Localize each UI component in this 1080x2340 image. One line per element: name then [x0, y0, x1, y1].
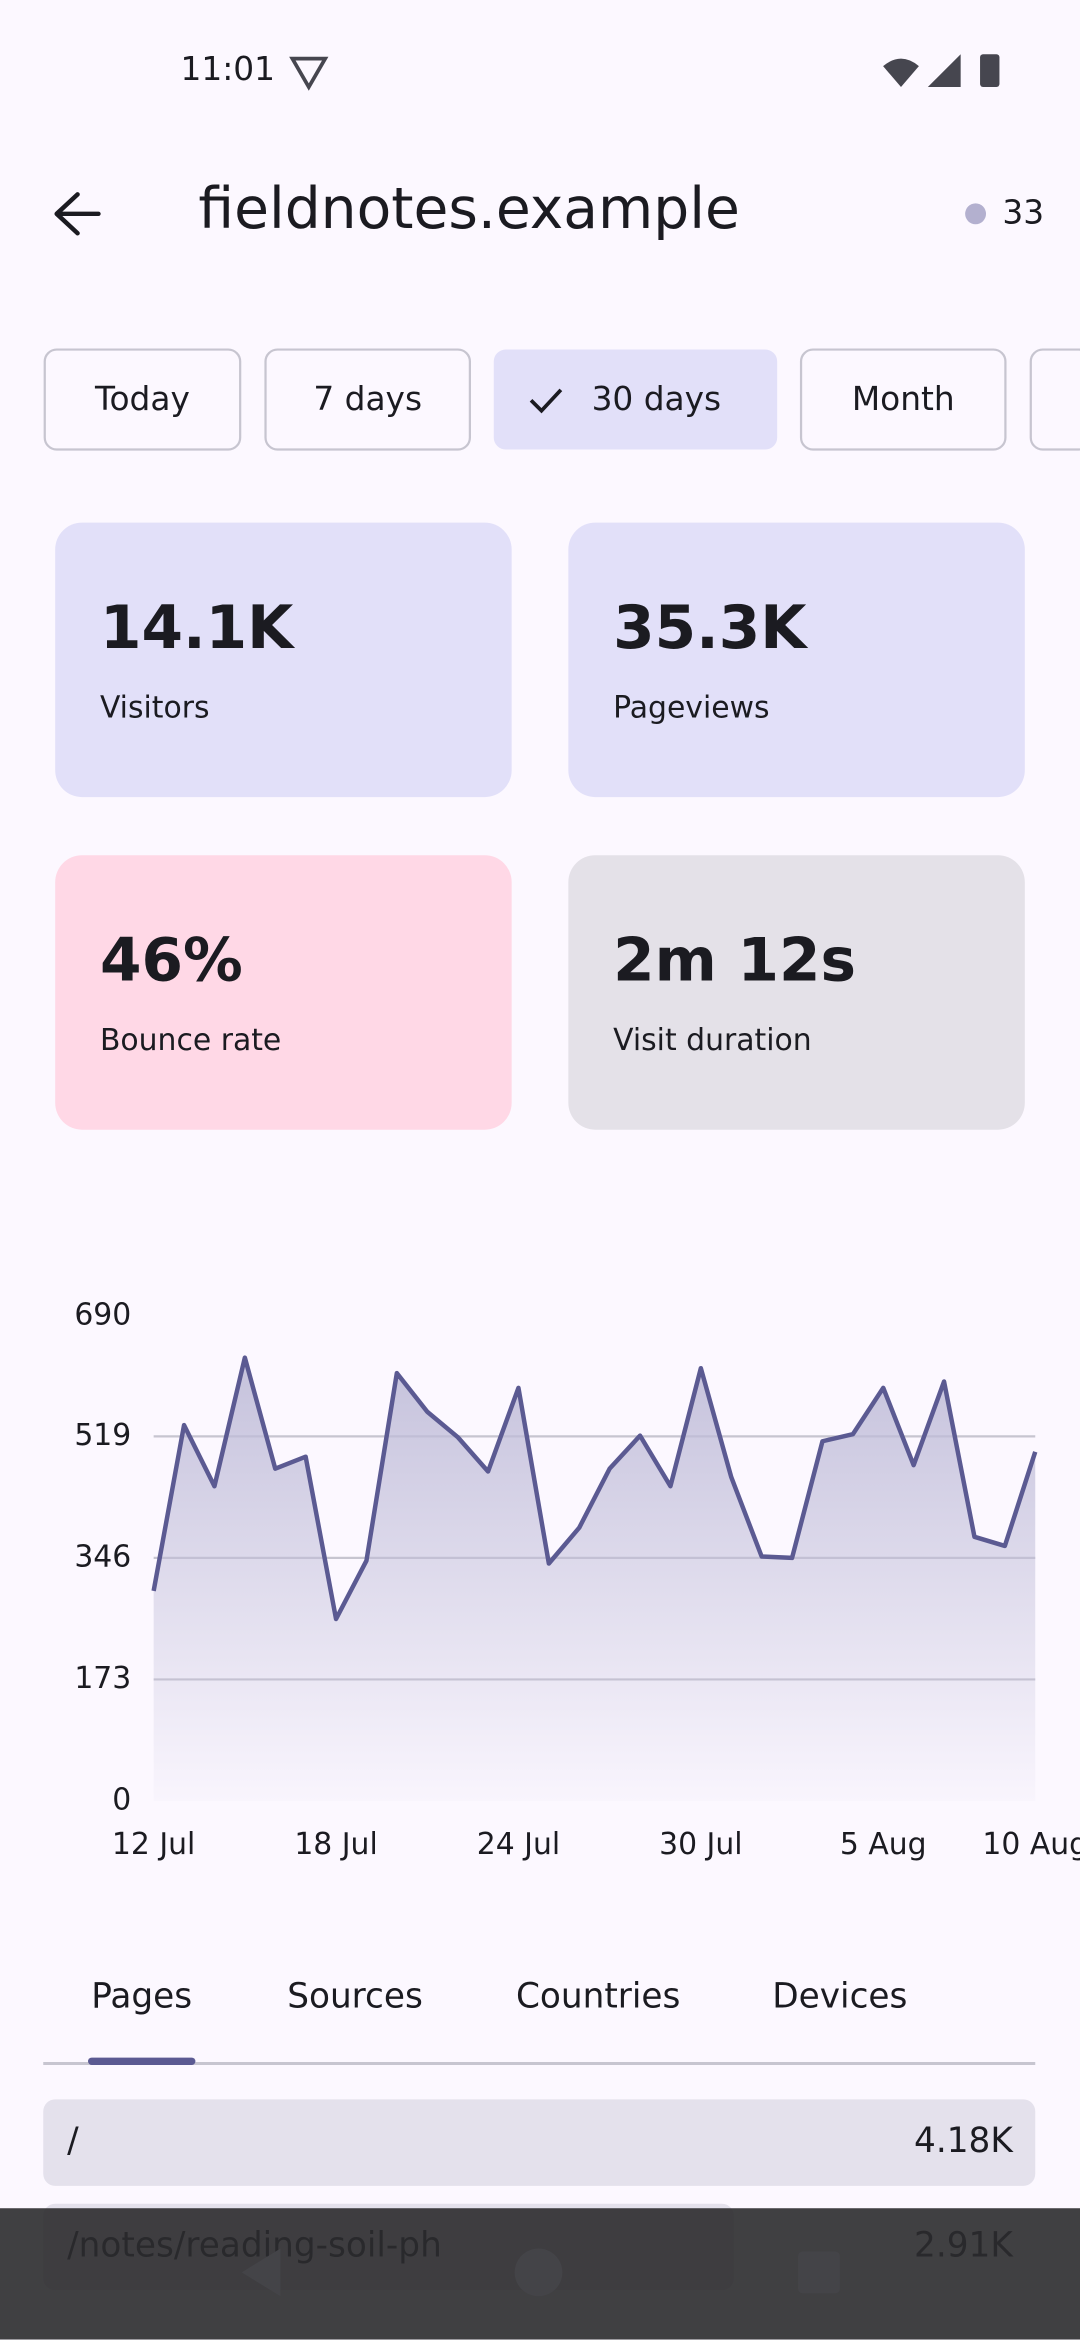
tab[interactable]: Pages	[91, 1976, 192, 2016]
tab-indicator	[88, 2057, 196, 2066]
x-tick-label: 5 Aug	[840, 1827, 927, 1862]
x-tick-label: 12 Jul	[112, 1827, 195, 1862]
filter-label: 7 days	[313, 380, 422, 418]
filter-chip[interactable]	[264, 348, 472, 451]
vpn-icon	[289, 56, 329, 91]
back-button[interactable]	[54, 192, 101, 236]
stat-value: 14.1K	[100, 594, 296, 663]
row-bar	[43, 2099, 1036, 2186]
nav-back[interactable]	[241, 2248, 281, 2297]
stat-label: Bounce rate	[100, 1023, 281, 1058]
stat-value: 35.3K	[613, 594, 809, 663]
check-icon	[529, 388, 563, 414]
stat-label: Visit duration	[613, 1023, 812, 1058]
stat-value: 46%	[100, 927, 243, 996]
filter-chip[interactable]	[493, 349, 778, 450]
stat-card	[55, 855, 512, 1130]
stat-label: Visitors	[100, 691, 210, 726]
filter-chip[interactable]	[799, 348, 1007, 451]
y-tick-label: 690	[74, 1298, 131, 1333]
y-tick-label: 519	[74, 1418, 131, 1453]
row-value: 4.18K	[914, 2121, 1014, 2161]
tab[interactable]: Countries	[516, 1976, 680, 2016]
filter-label: Month	[852, 380, 955, 418]
y-tick-label: 346	[74, 1539, 131, 1574]
x-tick-label: 10 Aug	[982, 1827, 1080, 1862]
filter-chip[interactable]	[43, 348, 242, 451]
live-count: 33	[1002, 193, 1044, 231]
nav-home[interactable]	[514, 2248, 563, 2297]
stat-card	[568, 855, 1025, 1130]
wifi-icon	[883, 58, 919, 88]
line	[151, 1355, 1038, 1622]
tab[interactable]: Devices	[772, 1976, 907, 2016]
area	[153, 1357, 1036, 1801]
stat-label: Pageviews	[613, 691, 769, 726]
site-title: fieldnotes.example	[198, 176, 739, 242]
tab[interactable]: Sources	[287, 1976, 423, 2016]
y-tick-label: 0	[112, 1782, 131, 1817]
x-tick-label: 30 Jul	[659, 1827, 742, 1862]
x-tick-label: 18 Jul	[294, 1827, 377, 1862]
stat-card	[568, 522, 1025, 798]
stat-value: 2m 12s	[613, 927, 856, 996]
stat-card	[55, 522, 512, 798]
filter-chip-partial[interactable]	[1029, 348, 1080, 451]
nav-recents[interactable]	[798, 2251, 840, 2294]
x-tick-label: 24 Jul	[477, 1827, 560, 1862]
filter-label: 30 days	[592, 380, 722, 418]
live-dot	[965, 203, 987, 225]
y-tick-label: 173	[74, 1661, 131, 1696]
row-label[interactable]: /	[67, 2121, 79, 2161]
filter-label: Today	[94, 380, 190, 418]
status-time: 11:01	[180, 50, 275, 88]
battery-icon	[980, 54, 1000, 88]
